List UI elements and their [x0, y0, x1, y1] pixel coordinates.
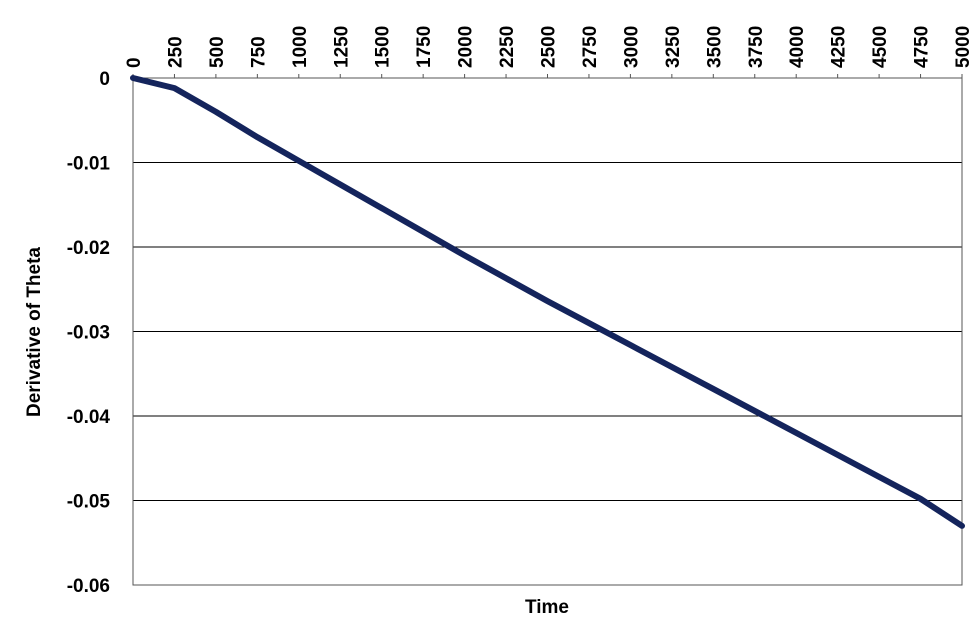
- x-tick-label: 3000: [621, 26, 642, 68]
- x-tick-label: 2750: [580, 26, 601, 68]
- y-tick-label: -0.03: [67, 323, 110, 344]
- y-tick-label: -0.01: [67, 154, 111, 175]
- x-tick-label: 0: [124, 57, 145, 68]
- y-tick-label: -0.05: [67, 492, 111, 513]
- y-tick-label: -0.04: [67, 407, 111, 428]
- x-tick-label: 4000: [787, 26, 808, 68]
- x-tick-label: 1250: [331, 26, 352, 68]
- x-tick-label: 3250: [663, 26, 684, 68]
- x-tick-label: 1750: [414, 26, 435, 68]
- y-axis-title: Derivative of Theta: [24, 247, 45, 417]
- x-tick-label: 2000: [456, 26, 477, 68]
- x-tick-label: 500: [207, 36, 228, 68]
- x-tick-label: 750: [248, 36, 269, 68]
- x-tick-label: 5000: [953, 26, 974, 68]
- y-tick-label: 0: [99, 69, 110, 90]
- x-tick-label: 3500: [704, 26, 725, 68]
- x-tick-label: 250: [165, 36, 186, 68]
- x-tick-label: 1000: [290, 26, 311, 68]
- x-tick-label: 4250: [829, 26, 850, 68]
- y-tick-label: -0.06: [67, 576, 110, 597]
- x-axis-title: Time: [525, 597, 569, 618]
- x-tick-label: 1500: [373, 26, 394, 68]
- x-tick-label: 2500: [539, 26, 560, 68]
- x-tick-label: 4500: [870, 26, 891, 68]
- x-tick-label: 3750: [746, 26, 767, 68]
- data-line: [130, 75, 965, 529]
- plot-border: [132, 77, 963, 586]
- x-tick-label: 4750: [912, 26, 933, 68]
- y-tick-label: -0.02: [67, 238, 110, 259]
- x-tick-label: 2250: [497, 26, 518, 68]
